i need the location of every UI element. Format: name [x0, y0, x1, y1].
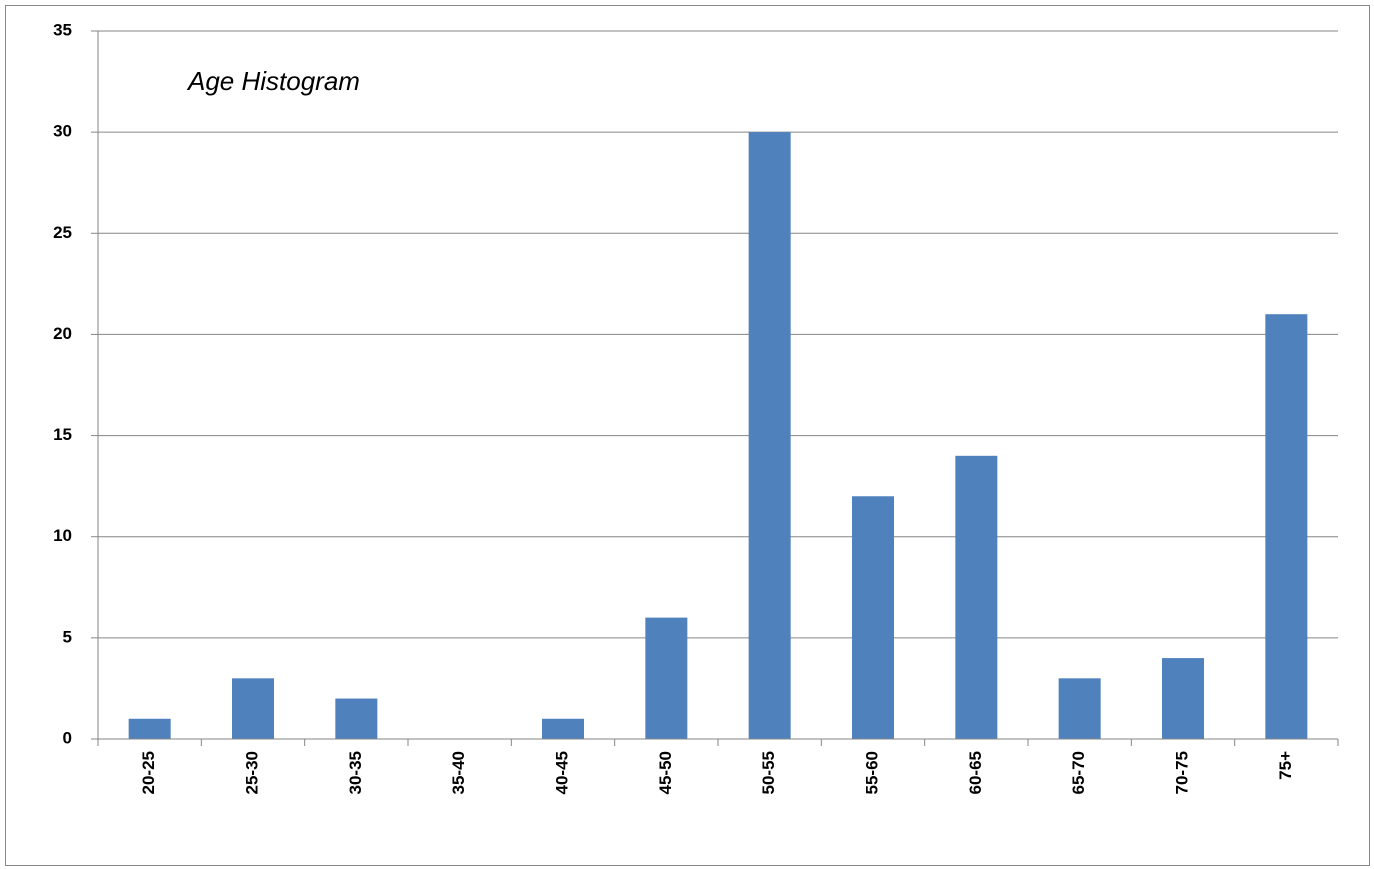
y-tick-label: 35	[53, 20, 72, 39]
bar	[1162, 658, 1204, 739]
bar	[1058, 678, 1101, 739]
x-tick-label: 60-65	[966, 751, 985, 794]
bar	[335, 698, 378, 739]
x-tick-label: 50-55	[759, 751, 778, 794]
x-tick-label: 30-35	[346, 751, 365, 794]
y-tick-label: 30	[53, 122, 72, 141]
x-tick-label: 70-75	[1172, 751, 1191, 794]
x-tick-label: 45-50	[656, 751, 675, 794]
bar	[955, 455, 998, 739]
x-tick-label: 40-45	[552, 751, 571, 794]
x-tick-label: 20-25	[139, 751, 158, 794]
y-tick-label: 5	[63, 627, 72, 646]
y-tick-label: 15	[53, 425, 72, 444]
bar	[542, 718, 584, 739]
x-tick-label: 25-30	[242, 751, 261, 794]
bar	[1265, 314, 1308, 739]
x-tick-label: 65-70	[1069, 751, 1088, 794]
y-tick-label: 25	[53, 223, 72, 242]
bar	[645, 617, 688, 739]
bar	[748, 132, 791, 740]
x-tick-label: 75+	[1276, 751, 1295, 780]
x-tick-label: 35-40	[449, 751, 468, 794]
y-tick-label: 0	[63, 728, 72, 747]
y-tick-label: 10	[53, 526, 72, 545]
chart-title: Age Histogram	[186, 66, 360, 96]
y-tick-label: 20	[53, 324, 72, 343]
bar	[852, 496, 894, 739]
x-tick-label: 55-60	[862, 751, 881, 794]
bar	[232, 678, 274, 739]
bar	[128, 718, 171, 739]
